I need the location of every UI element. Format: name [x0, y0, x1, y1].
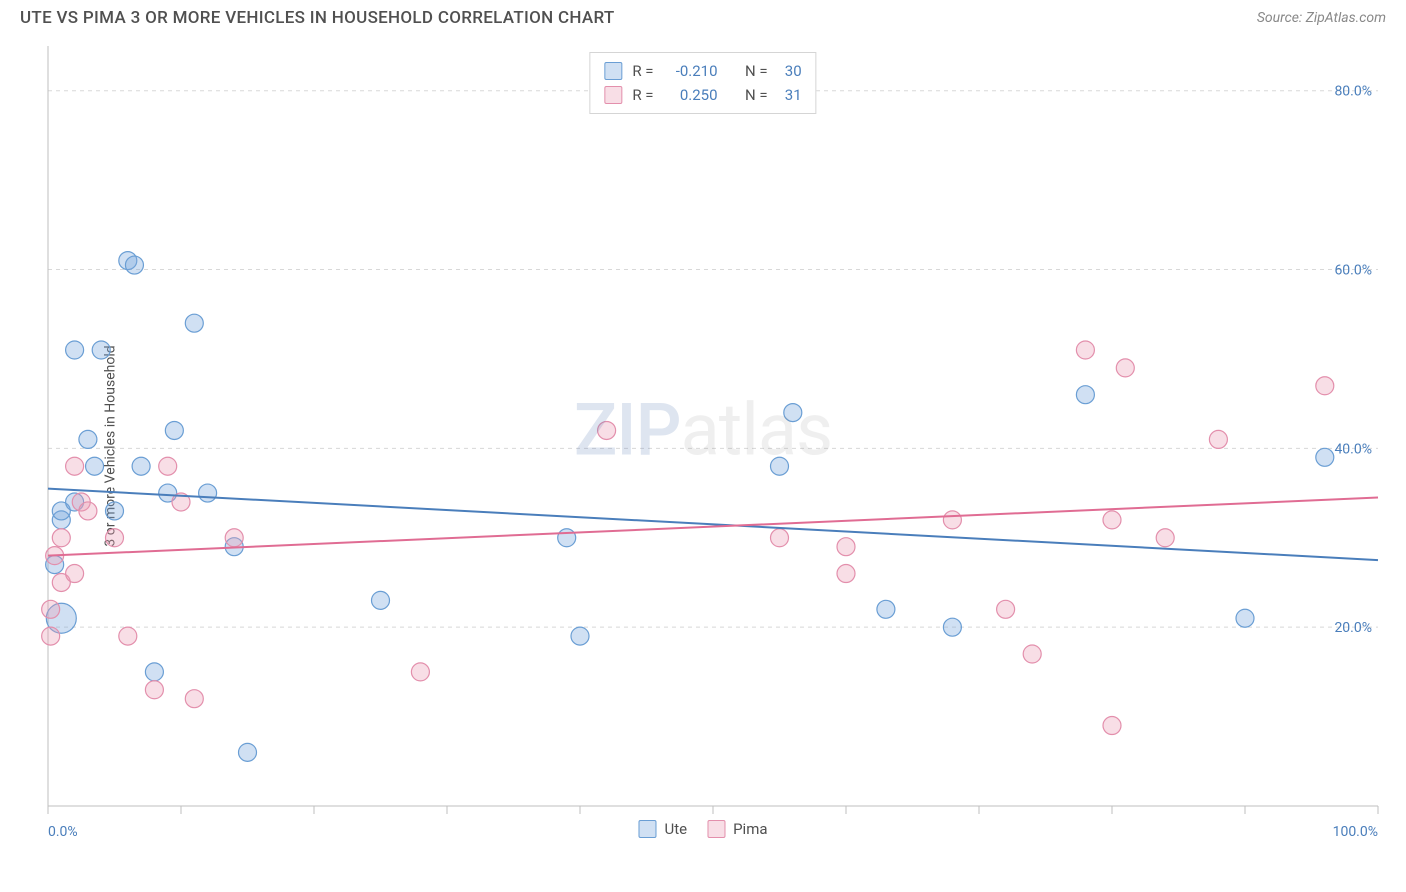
chart-source: Source: ZipAtlas.com: [1257, 10, 1386, 26]
data-point: [1023, 645, 1041, 663]
data-point: [125, 256, 143, 274]
svg-text:40.0%: 40.0%: [1334, 441, 1372, 457]
data-point: [225, 529, 243, 547]
correlation-legend: R =-0.210 N =30R =0.250 N =31: [589, 52, 816, 114]
legend-swatch: [707, 820, 725, 838]
data-point: [86, 457, 104, 475]
svg-text:0.0%: 0.0%: [48, 824, 78, 840]
data-point: [119, 627, 137, 645]
data-point: [66, 565, 84, 583]
data-point: [372, 591, 390, 609]
legend-stats-row: R =-0.210 N =30: [604, 59, 801, 83]
data-point: [1236, 609, 1254, 627]
chart-title: UTE VS PIMA 3 OR MORE VEHICLES IN HOUSEH…: [20, 8, 615, 28]
data-point: [1116, 359, 1134, 377]
data-point: [66, 341, 84, 359]
data-point: [79, 430, 97, 448]
data-point: [165, 421, 183, 439]
data-point: [159, 457, 177, 475]
data-point: [199, 484, 217, 502]
legend-swatch: [604, 86, 622, 104]
data-point: [1156, 529, 1174, 547]
legend-item: Pima: [707, 820, 767, 838]
data-point: [42, 627, 60, 645]
data-point: [837, 538, 855, 556]
data-point: [784, 404, 802, 422]
data-point: [1316, 448, 1334, 466]
data-point: [79, 502, 97, 520]
data-point: [943, 618, 961, 636]
data-point: [239, 743, 257, 761]
svg-text:100.0%: 100.0%: [1333, 824, 1378, 840]
data-point: [106, 529, 124, 547]
data-point: [771, 529, 789, 547]
data-point: [1103, 511, 1121, 529]
data-point: [66, 457, 84, 475]
svg-text:20.0%: 20.0%: [1334, 620, 1372, 636]
data-point: [877, 600, 895, 618]
legend-stats-row: R =0.250 N =31: [604, 83, 801, 107]
chart-header: UTE VS PIMA 3 OR MORE VEHICLES IN HOUSEH…: [0, 0, 1406, 36]
data-point: [558, 529, 576, 547]
legend-swatch: [638, 820, 656, 838]
legend-swatch: [604, 62, 622, 80]
trend-line: [48, 498, 1378, 556]
data-point: [997, 600, 1015, 618]
data-point: [145, 681, 163, 699]
data-point: [106, 502, 124, 520]
data-point: [1103, 717, 1121, 735]
data-point: [92, 341, 110, 359]
data-point: [411, 663, 429, 681]
data-point: [943, 511, 961, 529]
data-point: [185, 690, 203, 708]
data-point: [185, 314, 203, 332]
data-point: [52, 529, 70, 547]
trend-line: [48, 489, 1378, 561]
legend-item: Ute: [638, 820, 687, 838]
data-point: [1076, 341, 1094, 359]
data-point: [1076, 386, 1094, 404]
svg-text:80.0%: 80.0%: [1334, 84, 1372, 100]
scatter-chart-svg: 0.0% 100.0% 20.0% 40.0% 60.0% 80.0%: [0, 36, 1406, 856]
svg-text:60.0%: 60.0%: [1334, 263, 1372, 279]
data-point: [145, 663, 163, 681]
data-point: [42, 600, 60, 618]
data-point: [771, 457, 789, 475]
series-legend: Ute Pima: [638, 820, 767, 838]
data-point: [598, 421, 616, 439]
data-point: [837, 565, 855, 583]
data-point: [1316, 377, 1334, 395]
chart-area: 3 or more Vehicles in Household 0.0%100.…: [0, 36, 1406, 856]
data-point: [571, 627, 589, 645]
data-point: [1209, 430, 1227, 448]
data-point: [132, 457, 150, 475]
